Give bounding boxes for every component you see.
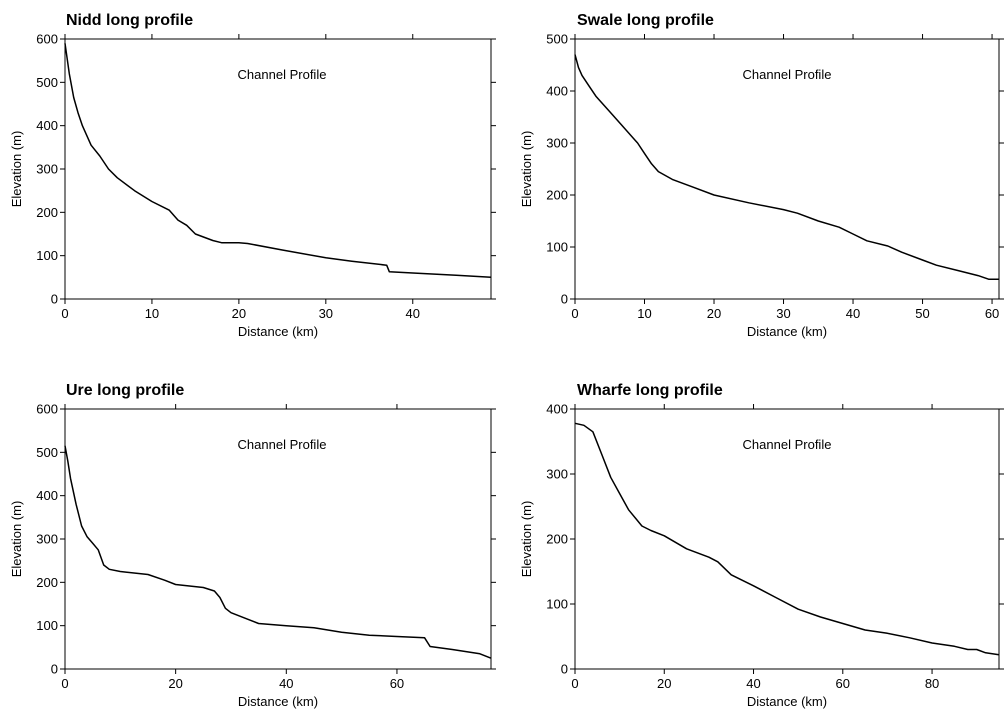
nidd-x-tick-label: 10 — [145, 306, 159, 321]
nidd-y-tick-label: 500 — [36, 75, 58, 90]
swale-x-tick-label: 60 — [985, 306, 999, 321]
nidd-x-tick-label: 0 — [61, 306, 68, 321]
nidd-profile-line — [64, 43, 492, 279]
swale-panel: Swale long profile 0 10 20 30 40 50 60 0 100 200 30… — [519, 12, 1004, 339]
wharfe-profile-line — [574, 422, 1000, 656]
nidd-x-tick-label: 20 — [232, 306, 246, 321]
swale-x-axis-label: Distance (km) — [747, 324, 827, 339]
ure-y-tick-label: 400 — [36, 488, 58, 503]
nidd-y-tick-label: 100 — [36, 248, 58, 263]
wharfe-y-tick-label: 200 — [546, 532, 568, 547]
wharfe-y-tick-label: 400 — [546, 402, 568, 417]
ure-y-tick-label: 600 — [36, 402, 58, 417]
nidd-y-tick-label: 600 — [36, 32, 58, 47]
ure-y-tick-label: 100 — [36, 618, 58, 633]
wharfe-annotation: Channel Profile — [743, 437, 832, 452]
swale-y-tick-label: 0 — [561, 292, 568, 307]
wharfe-panel: Wharfe long profile 0 20 40 60 80 0 100 200 300 40… — [519, 382, 1004, 709]
swale-y-tick-label: 400 — [546, 84, 568, 99]
swale-x-tick-label: 40 — [846, 306, 860, 321]
ure-title: Ure long profile — [66, 382, 184, 399]
wharfe-x-tick-label: 0 — [571, 676, 578, 691]
wharfe-x-tick-label: 20 — [657, 676, 671, 691]
wharfe-y-tick-label: 0 — [561, 662, 568, 677]
swale-annotation: Channel Profile — [743, 67, 832, 82]
wharfe-x-axis-label: Distance (km) — [747, 694, 827, 709]
nidd-y-axis-label: Elevation (m) — [9, 131, 24, 208]
wharfe-x-tick-label: 80 — [925, 676, 939, 691]
nidd-x-axis-label: Distance (km) — [238, 324, 318, 339]
swale-title: Swale long profile — [577, 12, 714, 29]
swale-x-tick-label: 10 — [637, 306, 651, 321]
swale-x-tick-label: 0 — [571, 306, 578, 321]
ure-x-tick-label: 0 — [61, 676, 68, 691]
ure-annotation: Channel Profile — [238, 437, 327, 452]
ure-x-axis-label: Distance (km) — [238, 694, 318, 709]
ure-y-tick-label: 500 — [36, 445, 58, 460]
swale-y-axis-label: Elevation (m) — [519, 131, 534, 208]
ure-x-tick-label: 60 — [390, 676, 404, 691]
wharfe-y-tick-label: 100 — [546, 597, 568, 612]
nidd-title: Nidd long profile — [66, 12, 193, 29]
ure-y-tick-label: 0 — [51, 662, 58, 677]
nidd-x-tick-label: 40 — [406, 306, 420, 321]
swale-y-tick-label: 300 — [546, 136, 568, 151]
swale-x-tick-label: 50 — [915, 306, 929, 321]
ure-y-tick-label: 300 — [36, 532, 58, 547]
ure-y-tick-label: 200 — [36, 575, 58, 590]
ure-x-tick-label: 40 — [279, 676, 293, 691]
wharfe-x-tick-label: 40 — [746, 676, 760, 691]
nidd-y-tick-label: 200 — [36, 205, 58, 220]
ure-profile-line — [64, 445, 492, 659]
swale-x-tick-label: 30 — [776, 306, 790, 321]
ure-y-axis-label: Elevation (m) — [9, 501, 24, 578]
nidd-y-tick-label: 400 — [36, 118, 58, 133]
nidd-x-tick-label: 30 — [319, 306, 333, 321]
wharfe-y-axis-label: Elevation (m) — [519, 501, 534, 578]
swale-plot-frame — [574, 38, 1000, 300]
nidd-annotation: Channel Profile — [238, 67, 327, 82]
nidd-y-tick-label: 0 — [51, 292, 58, 307]
swale-y-tick-label: 500 — [546, 32, 568, 47]
nidd-y-tick-label: 300 — [36, 162, 58, 177]
wharfe-x-tick-label: 60 — [836, 676, 850, 691]
ure-x-tick-label: 20 — [168, 676, 182, 691]
swale-y-tick-label: 100 — [546, 240, 568, 255]
swale-y-tick-label: 200 — [546, 188, 568, 203]
swale-x-tick-label: 20 — [707, 306, 721, 321]
wharfe-y-tick-label: 300 — [546, 467, 568, 482]
wharfe-title: Wharfe long profile — [577, 382, 723, 399]
swale-profile-line — [574, 54, 999, 280]
